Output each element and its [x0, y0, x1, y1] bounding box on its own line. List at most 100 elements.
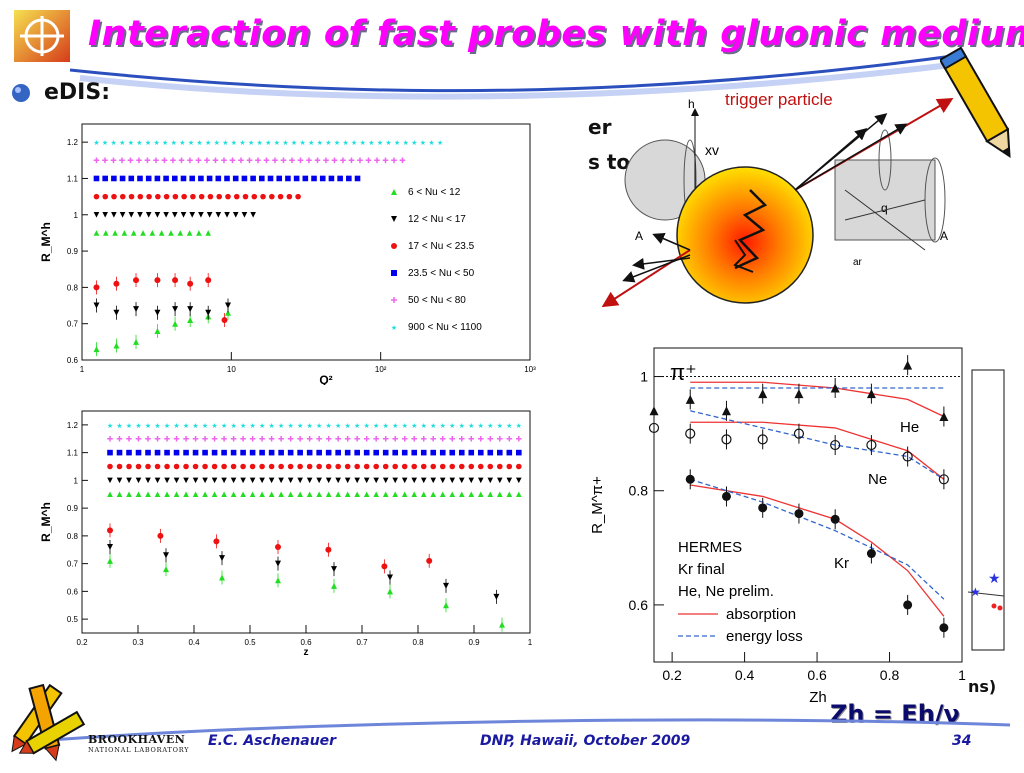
chart-q2-xlabel: Q²: [319, 373, 332, 385]
chart-z-band-point: [145, 477, 151, 484]
chart-q2-band-point: [170, 157, 176, 164]
chart-hermes-x-tick-label: 0.4: [735, 667, 755, 683]
chart-z-band-point: [145, 449, 151, 456]
chart-z-band-point: ★: [411, 422, 417, 430]
chart-hermes-text-label: He: [900, 419, 919, 436]
chart-z-band-point: ★: [478, 422, 484, 430]
chart-z-band-point: [477, 449, 484, 456]
chart-z-band-point: ★: [211, 422, 217, 430]
chart-q2-band-point: [272, 157, 278, 164]
chart-z-y-tick-label: 0.9: [67, 504, 79, 513]
chart-q2-point: [113, 309, 120, 316]
chart-z-band-point: ★: [278, 422, 284, 430]
chart-z-band-point: [458, 477, 465, 484]
chart-hermes-curve: [690, 421, 945, 480]
chart-q2-band-point: ★: [171, 139, 177, 147]
chart-z-point: [443, 602, 449, 609]
chart-z-band-point: [316, 491, 322, 498]
chart-z-band-point: [468, 435, 475, 442]
chart-z-band-point: [135, 477, 142, 484]
chart-hermes-point: [758, 503, 768, 513]
chart-q2-band-point: [295, 193, 301, 200]
pencil-icon: [938, 40, 1020, 170]
chart-hermes-point: [830, 514, 840, 524]
chart-z-band-point: ★: [230, 422, 236, 430]
chart-z-band-point: [325, 477, 332, 484]
chart-z-band-point: [183, 435, 189, 442]
chart-z-band-point: ★: [516, 422, 522, 430]
chart-z-band-point: [259, 463, 265, 470]
chart-z-band-point: [477, 491, 484, 498]
chart-q2-band-point: [102, 230, 109, 236]
chart-q2-legend-marker: [391, 216, 397, 222]
chart-z-band-point: [126, 491, 132, 498]
chart-z-band-point: [268, 463, 275, 470]
chart-z-band-point: ★: [335, 422, 341, 430]
chart-z-band-point: [354, 449, 360, 456]
chart-z-band-point: [411, 491, 418, 498]
chart-q2-band-point: [161, 157, 168, 164]
chart-z-band-point: [164, 463, 170, 470]
chart-q2-band-point: ★: [351, 139, 357, 147]
chart-q2-band-point: [163, 193, 170, 200]
chart-z-band-point: [420, 435, 427, 442]
chart-z-band-point: ★: [392, 422, 398, 430]
chart-q2-band-point: ★: [334, 139, 340, 147]
chart-z-band-point: [164, 449, 170, 456]
chart-q2-band-point: [186, 230, 193, 236]
diagram-label-ar: ar: [853, 257, 863, 268]
chart-q2-band-point: ★: [111, 139, 117, 147]
chart-z-band-point: ★: [326, 422, 332, 430]
chart-q2-band-point: ★: [300, 139, 306, 147]
chart-z-band-point: [516, 435, 522, 442]
chart-q2-band-point: [233, 193, 240, 200]
chart-q2-ylabel: R_M^h: [39, 222, 53, 262]
chart-z-band-point: [468, 477, 475, 484]
chart-q2-legend-marker: [391, 243, 397, 249]
chart-hermes-point: [794, 509, 804, 519]
chart-z-band-point: [202, 435, 208, 442]
chart-z-band-point: [325, 463, 332, 470]
chart-q2-band-point: [111, 211, 117, 218]
brookhaven-logo-subtext: NATIONAL LABORATORY: [88, 746, 190, 754]
chart-z-band-point: ★: [354, 422, 360, 430]
chart-z-band-point: [173, 463, 180, 470]
chart-z-band-point: [297, 463, 303, 470]
chart-q2-band-point: [137, 193, 144, 200]
chart-z-band-point: [145, 435, 151, 442]
chart-z-band-point: [192, 491, 199, 498]
chart-z-band-point: [116, 477, 123, 484]
chart-hermes-text-label: Ne: [868, 471, 887, 488]
chart-z-band-point: ★: [307, 422, 313, 430]
chart-hermes-text-label: Kr final: [678, 561, 725, 578]
chart-q2-band-point: [319, 175, 326, 182]
chart-z-band-point: [477, 477, 484, 484]
chart-z-band-point: [287, 491, 294, 498]
chart-z-band-point: [420, 491, 427, 498]
chart-z-band-point: [430, 449, 437, 456]
chart-q2-y-tick-label: 0.7: [67, 320, 79, 329]
chart-z-point: [275, 543, 281, 550]
chart-z-band-point: [496, 435, 503, 442]
chart-q2-band-point: [250, 175, 256, 182]
chart-z-band-point: [107, 463, 113, 470]
chart-z-band-point: [325, 491, 332, 498]
chart-q2-band-point: [137, 211, 143, 218]
chart-z-band-point: ★: [135, 422, 141, 430]
chart-z-band-point: [306, 491, 313, 498]
chart-z-band-point: [268, 491, 275, 498]
chart-q2-band-point: [145, 211, 152, 218]
chart-z-band-point: ★: [506, 422, 512, 430]
chart-q2-legend-label: 900 < Nu < 1100: [408, 322, 482, 333]
chart-z-point: [219, 555, 225, 562]
chart-z-band-point: [145, 463, 151, 470]
chart-z-band-point: [306, 477, 313, 484]
chart-hermes-curve: [690, 381, 945, 418]
chart-z-band-point: ★: [497, 422, 503, 430]
chart-z-band-point: [439, 491, 446, 498]
chart-q2-band-point: [136, 157, 142, 164]
chart-hermes-point: [902, 451, 913, 462]
chart-q2-band-point: [357, 157, 363, 164]
chart-q2-band-point: [195, 157, 202, 164]
